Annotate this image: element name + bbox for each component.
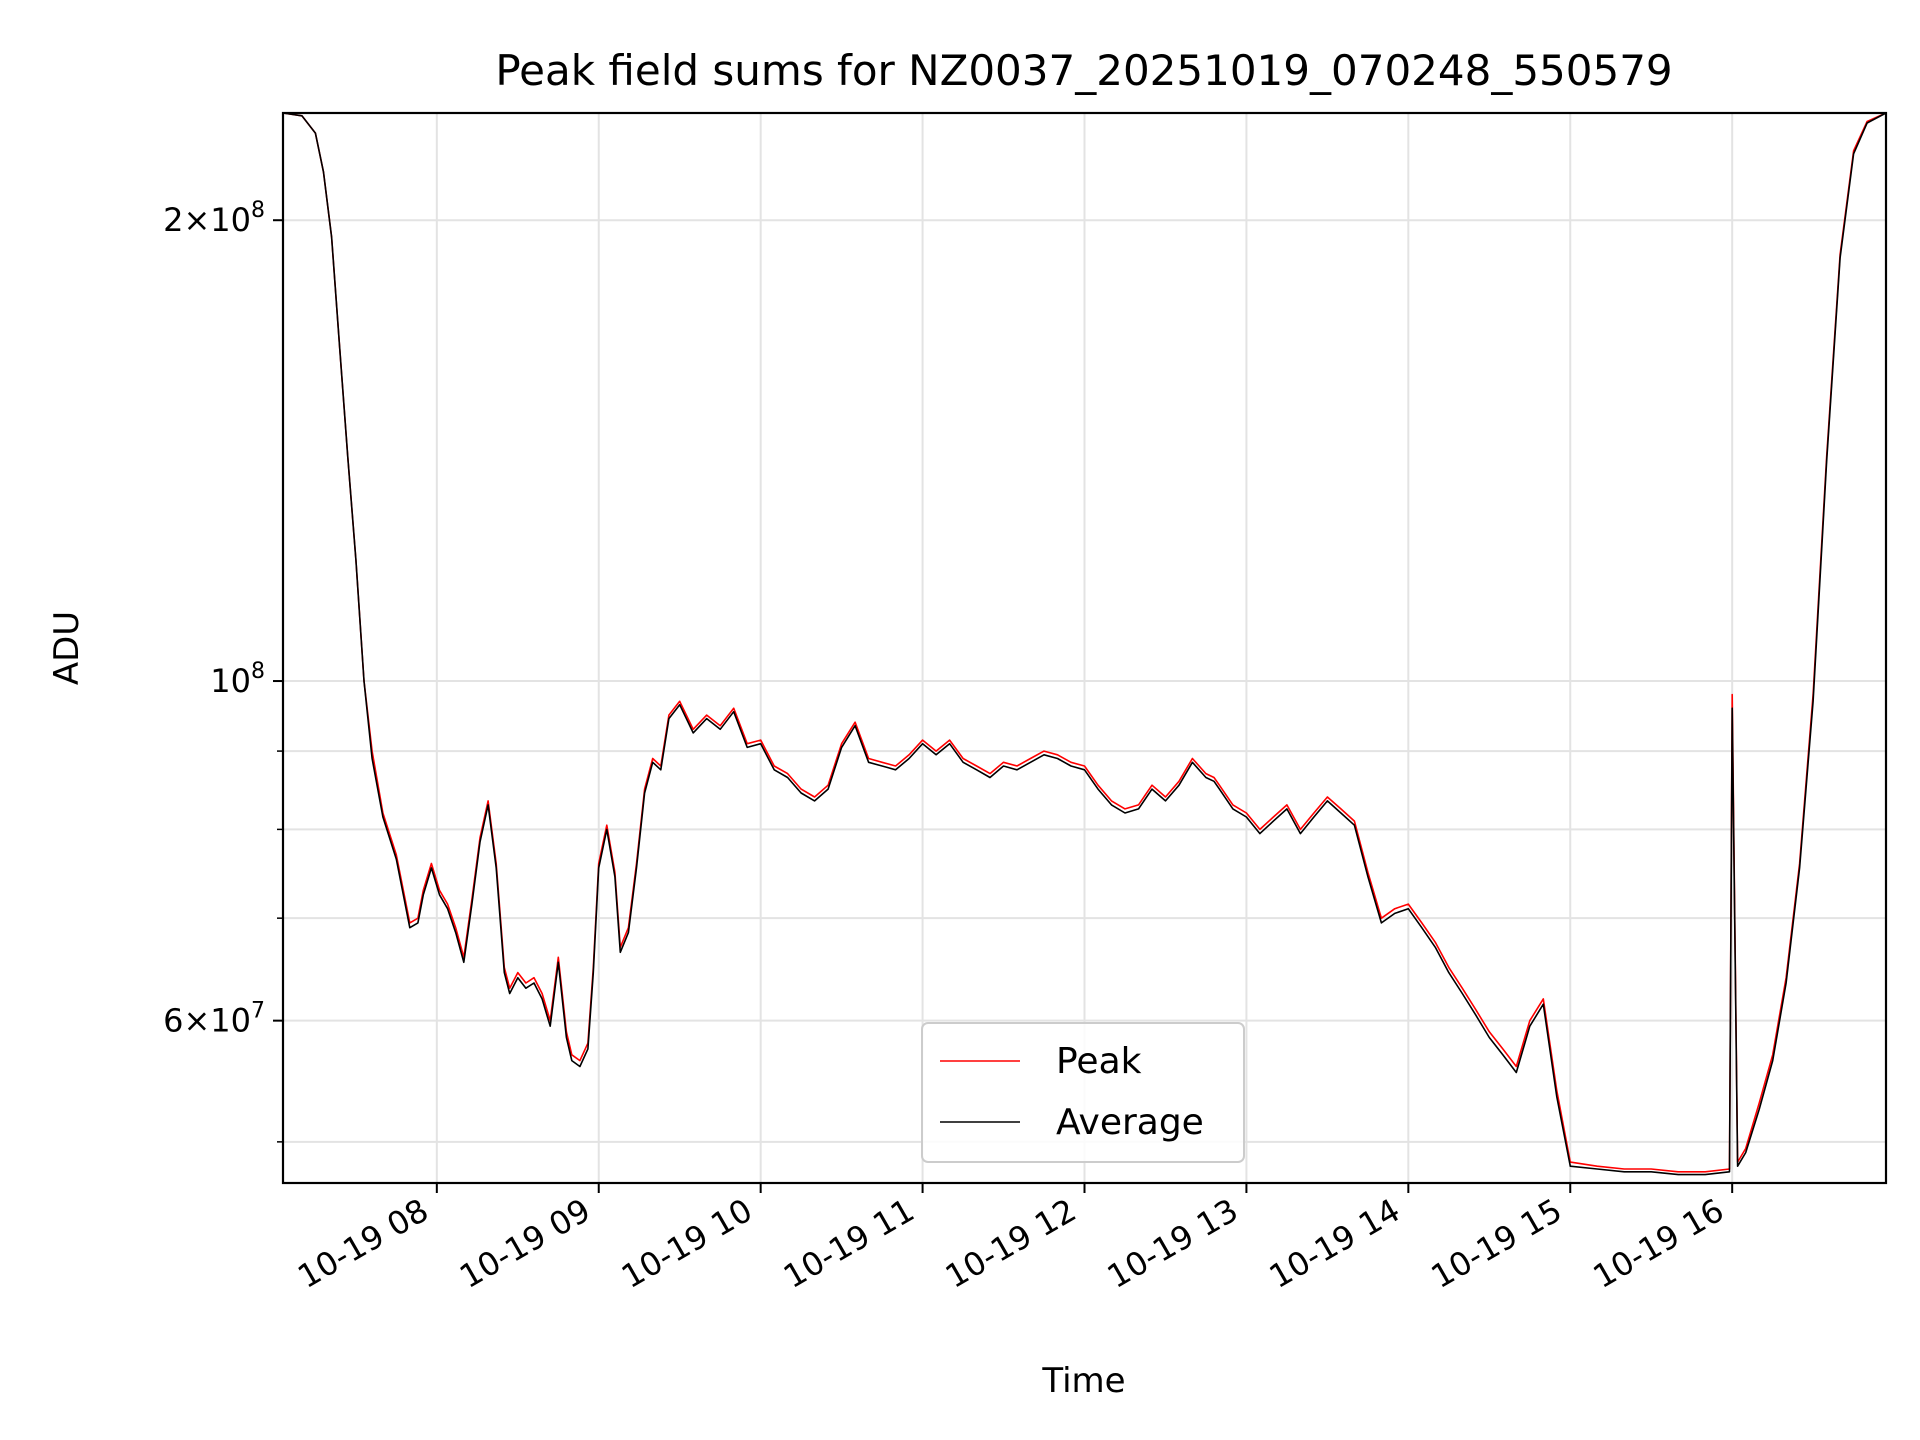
legend-label-peak: Peak	[1056, 1041, 1142, 1082]
series-line-average	[282, 112, 1887, 1176]
grid-lines	[283, 113, 1886, 1183]
legend-label-average: Average	[1056, 1102, 1204, 1143]
y-tick-label: 2×108	[163, 198, 265, 239]
y-tick-label: 108	[210, 659, 265, 700]
y-tick-label: 6×107	[163, 999, 265, 1040]
chart-title: Peak field sums for NZ0037_20251019_0702…	[495, 46, 1672, 95]
y-axis-ticks: 6×107 108 2×108	[163, 198, 283, 1143]
y-axis-title: ADU	[47, 611, 87, 685]
legend-box	[921, 1022, 1245, 1163]
x-axis-title: Time	[1041, 1361, 1125, 1401]
series-lines	[282, 112, 1887, 1176]
legend: Peak Average	[921, 1022, 1245, 1163]
